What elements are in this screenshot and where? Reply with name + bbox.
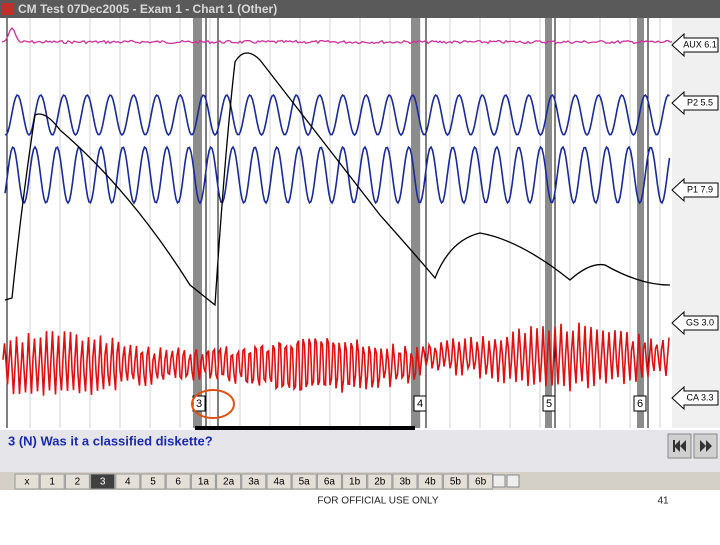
question-band <box>411 18 420 428</box>
question-marker: 3 <box>196 398 202 410</box>
tab-scroll-button[interactable] <box>492 474 506 488</box>
question-marker-box <box>633 395 647 412</box>
highlight-circle <box>191 389 235 419</box>
question-band <box>193 18 202 428</box>
tab-label: 1 <box>49 477 55 488</box>
event-lines <box>6 18 649 428</box>
tab-label: 4b <box>425 477 437 488</box>
channel-arrow <box>671 310 719 336</box>
tab-label: 2a <box>223 477 235 488</box>
tab-label: 2 <box>75 477 81 488</box>
channel-label: CA 3.3 <box>686 392 713 402</box>
channel-label: AUX 6.1 <box>683 39 717 49</box>
tab[interactable] <box>115 473 141 490</box>
tab-label: 5 <box>150 477 156 488</box>
tab-label: 3b <box>399 477 411 488</box>
tab-label: 5b <box>450 477 462 488</box>
tab[interactable] <box>241 473 267 490</box>
question-marker: 6 <box>637 398 643 410</box>
grid <box>29 18 661 428</box>
tab-label: 4 <box>125 477 131 488</box>
channel-label: P2 5.5 <box>687 97 713 107</box>
tab-label: x <box>25 477 30 488</box>
tab[interactable] <box>392 473 418 490</box>
question-panel <box>0 430 720 472</box>
tab[interactable] <box>417 473 443 490</box>
tab-label: 6 <box>175 477 181 488</box>
tab-scroll-button[interactable] <box>506 474 520 488</box>
question-bands <box>193 18 644 428</box>
tab[interactable] <box>190 473 216 490</box>
channel-arrow <box>671 90 719 116</box>
tab[interactable] <box>165 473 191 490</box>
question-text: 3 (N) Was it a classified diskette? <box>8 433 213 448</box>
channel-label: P1 7.9 <box>687 184 713 194</box>
tab-label: 4a <box>273 477 285 488</box>
footer-classification: FOR OFFICIAL USE ONLY <box>317 496 438 507</box>
question-marker-box <box>413 395 427 412</box>
tab-label: 6a <box>324 477 336 488</box>
question-marker: 4 <box>417 398 423 410</box>
rewind-icon <box>673 440 686 452</box>
tab[interactable] <box>39 473 65 490</box>
question-span <box>195 426 415 430</box>
forward-icon <box>700 440 712 452</box>
tab-label: 5a <box>299 477 311 488</box>
channel-arrow <box>671 177 719 203</box>
tab[interactable] <box>90 473 116 490</box>
tab[interactable] <box>442 473 468 490</box>
tab[interactable] <box>64 473 90 490</box>
window-title: CM Test 07Dec2005 - Exam 1 - Chart 1 (Ot… <box>18 2 277 16</box>
pneumo-upper-trace <box>4 94 670 137</box>
question-marker: 5 <box>546 398 552 410</box>
tab[interactable] <box>216 473 242 490</box>
tab[interactable] <box>316 473 342 490</box>
tab[interactable] <box>266 473 292 490</box>
app-icon <box>2 3 14 15</box>
question-marker-box <box>542 395 556 412</box>
aux-trace <box>1 26 673 45</box>
tab-label: 6b <box>475 477 487 488</box>
tab-label: 2b <box>374 477 386 488</box>
tab-label: 3a <box>248 477 260 488</box>
tab[interactable] <box>367 473 393 490</box>
tab-label: 1a <box>198 477 210 488</box>
channel-arrow <box>671 32 719 58</box>
question-band <box>637 18 644 428</box>
label-panel <box>672 18 720 428</box>
page-number: 41 <box>657 496 669 507</box>
channel-label: GS 3.0 <box>686 317 714 327</box>
tab[interactable] <box>291 473 317 490</box>
question-band <box>545 18 552 428</box>
eda-trace <box>4 52 671 307</box>
tab-label: 3 <box>100 477 106 488</box>
tab[interactable] <box>14 473 40 490</box>
title-bar <box>0 0 720 18</box>
tab[interactable] <box>342 473 368 490</box>
tab-label: 1b <box>349 477 361 488</box>
tab[interactable] <box>140 473 166 490</box>
channel-arrow <box>671 385 719 411</box>
pneumo-lower-trace <box>4 145 671 205</box>
cardio-trace <box>2 322 670 396</box>
